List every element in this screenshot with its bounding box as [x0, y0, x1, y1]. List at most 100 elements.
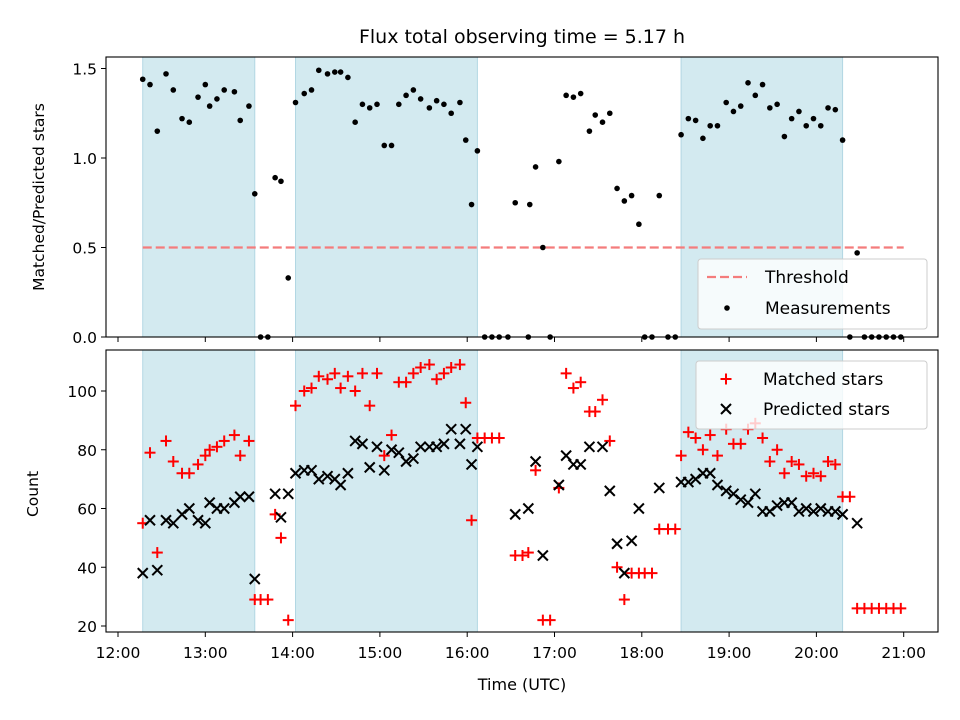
x-stroke: [720, 485, 732, 497]
predicted-star-marker: [321, 470, 334, 482]
predicted-star-marker: [199, 517, 212, 529]
matched-star-marker: [646, 567, 658, 579]
matched-star-marker: [800, 470, 812, 482]
bottom-y-axis-label: Count: [24, 471, 42, 517]
x-stroke: [289, 467, 302, 479]
predicted-star-marker: [243, 491, 255, 503]
predicted-star-marker: [471, 441, 484, 453]
matched-star-marker: [611, 561, 623, 573]
x-stroke: [356, 438, 369, 450]
y-tick-label: 60: [77, 501, 97, 519]
measurement-point: [700, 135, 706, 142]
measurement-point: [707, 122, 713, 129]
x-stroke: [815, 502, 827, 515]
x-stroke: [275, 511, 287, 524]
matched-star-marker: [167, 456, 179, 467]
matched-star-marker: [829, 458, 841, 470]
y-tick-label: 80: [77, 442, 97, 460]
x-stroke: [471, 441, 484, 453]
x-stroke: [160, 514, 172, 526]
matched-star-marker: [793, 458, 805, 470]
matched-star-marker: [356, 367, 368, 379]
measurement-point: [752, 92, 759, 99]
measurement-point: [774, 101, 780, 108]
x-stroke: [727, 488, 740, 500]
predicted-star-marker: [234, 491, 246, 503]
measurement-point: [154, 128, 161, 134]
measurement-point: [246, 103, 252, 109]
measurement-point: [337, 69, 344, 75]
measurement-point: [403, 92, 409, 99]
x-stroke: [454, 438, 466, 450]
matched-star-marker: [151, 547, 163, 559]
matched-star-marker: [589, 406, 601, 418]
measurement-point: [592, 112, 599, 118]
matched-star-marker: [454, 359, 466, 371]
measurement-point: [606, 110, 613, 117]
measurement-point: [636, 221, 642, 228]
measurement-point: [803, 122, 810, 129]
matched-star-marker: [243, 435, 255, 447]
predicted-star-marker: [771, 499, 783, 512]
measurement-point: [410, 87, 417, 93]
predicted-star-marker: [137, 567, 149, 579]
matched-star-marker: [669, 523, 681, 535]
measurement-point: [278, 178, 284, 185]
matched-star-marker: [407, 367, 419, 379]
measurement-point: [214, 96, 220, 102]
x-stroke: [682, 476, 695, 488]
matched-star-marker: [438, 367, 450, 379]
x-stroke: [625, 535, 638, 547]
matched-star-marker: [604, 435, 616, 447]
legend-label: Matched stars: [763, 370, 883, 390]
x-stroke: [342, 467, 354, 479]
x-stroke: [199, 517, 212, 529]
matched-star-marker: [228, 429, 240, 441]
observing-interval: [142, 56, 256, 338]
x-stroke: [749, 488, 761, 500]
x-stroke: [836, 508, 849, 521]
matched-star-marker: [711, 450, 723, 462]
matched-star-marker: [704, 429, 716, 441]
matched-star-marker: [697, 444, 709, 456]
measurement-point: [512, 199, 519, 206]
x-tick-label: 19:00: [707, 644, 752, 662]
x-stroke: [393, 446, 405, 459]
x-stroke: [329, 473, 341, 485]
measurement-point: [352, 119, 358, 125]
measurement-point: [540, 244, 546, 251]
measurement-point: [468, 201, 475, 208]
measurement-point: [745, 80, 751, 86]
matched-star-marker: [211, 441, 223, 453]
x-stroke: [378, 464, 390, 477]
measurement-point: [730, 108, 737, 115]
predicted-star-marker: [711, 479, 724, 491]
predicted-star-marker: [305, 464, 318, 477]
x-stroke: [742, 496, 754, 509]
matched-star-marker: [682, 426, 694, 438]
x-stroke: [653, 482, 665, 494]
matched-star-marker: [313, 370, 325, 382]
measurement-point: [331, 69, 338, 75]
matched-star-marker: [262, 594, 274, 606]
matched-star-marker: [567, 382, 579, 394]
measurement-point: [292, 99, 299, 106]
predicted-star-marker: [704, 467, 716, 479]
matched-star-marker: [786, 456, 798, 467]
legend-predicted-swatch: [720, 403, 732, 415]
measurement-point: [139, 76, 146, 83]
predicted-star-marker: [183, 502, 196, 515]
matched-star-marker: [282, 614, 294, 626]
measurement-point: [417, 96, 424, 102]
measurement-point: [532, 164, 539, 170]
measurement-point: [251, 191, 258, 197]
predicted-star-marker: [460, 423, 472, 435]
predicted-star-marker: [807, 505, 820, 518]
predicted-star-marker: [749, 488, 761, 500]
predicted-star-marker: [800, 502, 812, 515]
matched-star-marker: [575, 376, 587, 388]
matched-star-marker: [807, 467, 819, 479]
predicted-star-marker: [851, 517, 863, 529]
measurement-point: [586, 128, 593, 134]
matched-star-marker: [364, 400, 376, 412]
